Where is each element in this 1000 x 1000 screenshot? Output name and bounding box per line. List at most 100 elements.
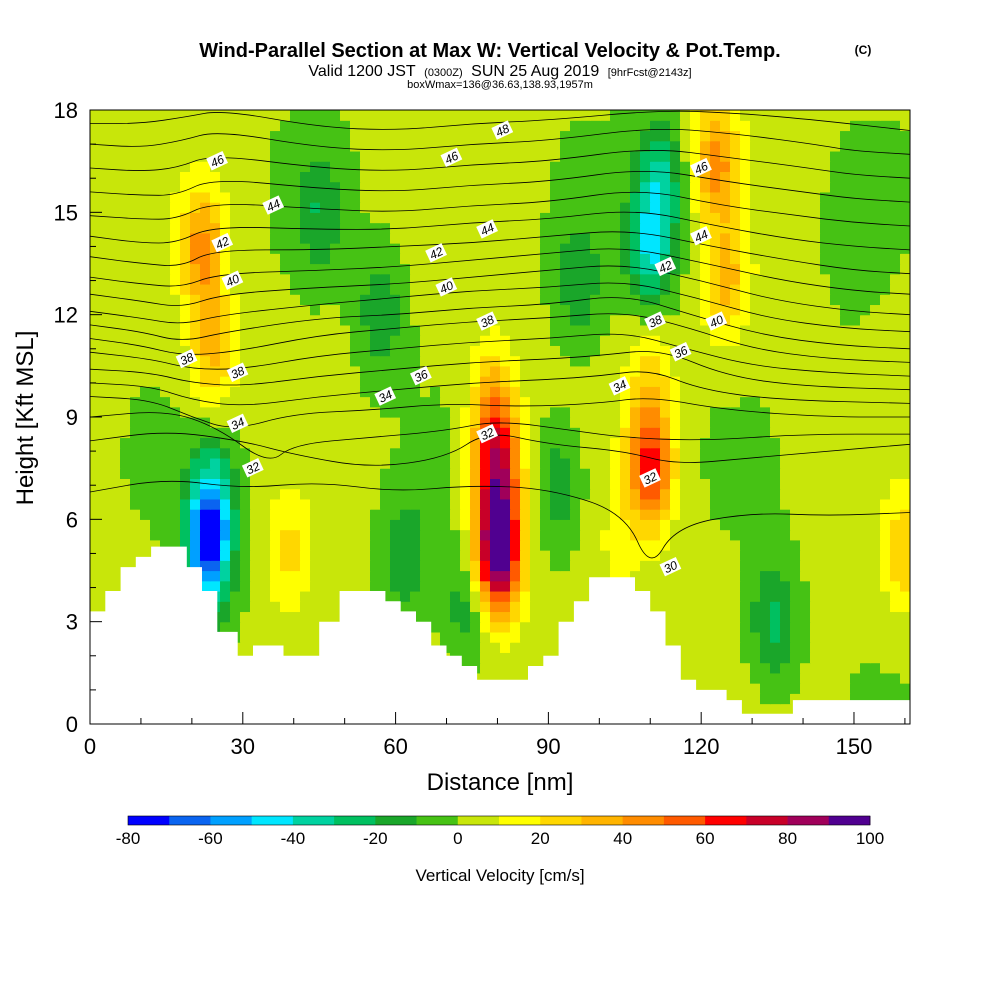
velocity-cell <box>490 263 501 275</box>
velocity-cell <box>220 150 231 162</box>
velocity-cell <box>860 683 871 694</box>
velocity-cell <box>280 314 291 326</box>
velocity-cell <box>730 243 741 254</box>
velocity-cell <box>390 345 401 357</box>
velocity-cell <box>540 580 551 592</box>
velocity-cell <box>170 222 181 234</box>
velocity-cell <box>240 447 251 459</box>
velocity-cell <box>120 130 131 142</box>
velocity-cell <box>890 140 901 152</box>
velocity-cell <box>220 191 231 203</box>
velocity-cell <box>110 386 121 398</box>
velocity-cell <box>740 642 751 653</box>
velocity-cell <box>540 304 551 316</box>
velocity-cell <box>420 283 431 295</box>
velocity-cell <box>590 529 601 541</box>
velocity-cell <box>420 191 431 203</box>
velocity-cell <box>340 417 351 428</box>
velocity-cell <box>250 140 261 152</box>
velocity-cell <box>830 683 841 694</box>
velocity-cell <box>750 212 761 224</box>
velocity-cell <box>300 529 311 541</box>
velocity-cell <box>360 120 371 132</box>
velocity-cell <box>590 509 601 520</box>
velocity-cell <box>240 120 251 132</box>
velocity-cell <box>250 243 261 254</box>
velocity-cell <box>820 376 831 387</box>
velocity-cell <box>400 263 411 275</box>
velocity-cell <box>300 253 311 265</box>
velocity-cell <box>240 294 251 306</box>
velocity-cell <box>190 273 201 285</box>
velocity-cell <box>520 621 531 633</box>
velocity-cell <box>430 529 441 541</box>
velocity-cell <box>560 222 571 234</box>
velocity-cell <box>480 457 491 469</box>
velocity-cell <box>500 427 511 439</box>
velocity-cell <box>170 161 181 172</box>
velocity-cell <box>800 498 811 510</box>
velocity-cell <box>870 376 881 387</box>
velocity-cell <box>320 396 331 408</box>
velocity-cell <box>100 396 111 408</box>
velocity-cell <box>570 355 581 367</box>
velocity-cell <box>860 212 871 224</box>
velocity-cell <box>250 191 261 203</box>
velocity-cell <box>740 539 751 551</box>
velocity-cell <box>580 396 591 408</box>
velocity-cell <box>790 263 801 275</box>
velocity-cell <box>230 253 241 265</box>
velocity-cell <box>730 621 741 633</box>
velocity-cell <box>690 519 701 531</box>
velocity-cell <box>110 110 121 121</box>
velocity-cell <box>690 335 701 346</box>
velocity-cell <box>750 560 761 572</box>
velocity-cell <box>280 539 291 551</box>
velocity-cell <box>410 120 421 132</box>
velocity-cell <box>620 243 631 254</box>
velocity-cell <box>690 621 701 633</box>
velocity-cell <box>850 437 861 449</box>
velocity-cell <box>530 652 541 664</box>
velocity-cell <box>120 171 131 183</box>
velocity-cell <box>850 468 861 479</box>
velocity-cell <box>630 130 641 142</box>
velocity-cell <box>750 529 761 541</box>
velocity-cell <box>520 355 531 367</box>
velocity-cell <box>660 427 671 439</box>
velocity-cell <box>560 478 571 490</box>
velocity-cell <box>740 529 751 541</box>
velocity-cell <box>900 468 910 479</box>
velocity-cell <box>430 335 441 346</box>
velocity-cell <box>400 110 411 121</box>
velocity-cell <box>570 396 581 408</box>
velocity-cell <box>420 243 431 254</box>
velocity-cell <box>500 457 511 469</box>
velocity-cell <box>350 345 361 357</box>
velocity-cell <box>550 150 561 162</box>
velocity-cell <box>180 202 191 213</box>
velocity-cell <box>590 314 601 326</box>
velocity-cell <box>660 222 671 234</box>
velocity-cell <box>850 376 861 387</box>
x-tick-label: 90 <box>536 734 560 759</box>
velocity-cell <box>810 468 821 479</box>
velocity-cell <box>610 294 621 306</box>
velocity-cell <box>400 304 411 316</box>
velocity-cell <box>710 161 721 172</box>
velocity-cell <box>670 212 681 224</box>
velocity-cell <box>620 130 631 142</box>
velocity-cell <box>470 539 481 551</box>
velocity-cell <box>770 509 781 520</box>
velocity-cell <box>210 529 221 541</box>
velocity-cell <box>370 519 381 531</box>
velocity-cell <box>240 396 251 408</box>
velocity-cell <box>610 519 621 531</box>
velocity-cell <box>800 324 811 336</box>
velocity-cell <box>670 191 681 203</box>
velocity-cell <box>850 611 861 623</box>
velocity-cell <box>880 447 891 459</box>
velocity-cell <box>370 150 381 162</box>
velocity-cell <box>210 253 221 265</box>
velocity-cell <box>90 365 101 377</box>
